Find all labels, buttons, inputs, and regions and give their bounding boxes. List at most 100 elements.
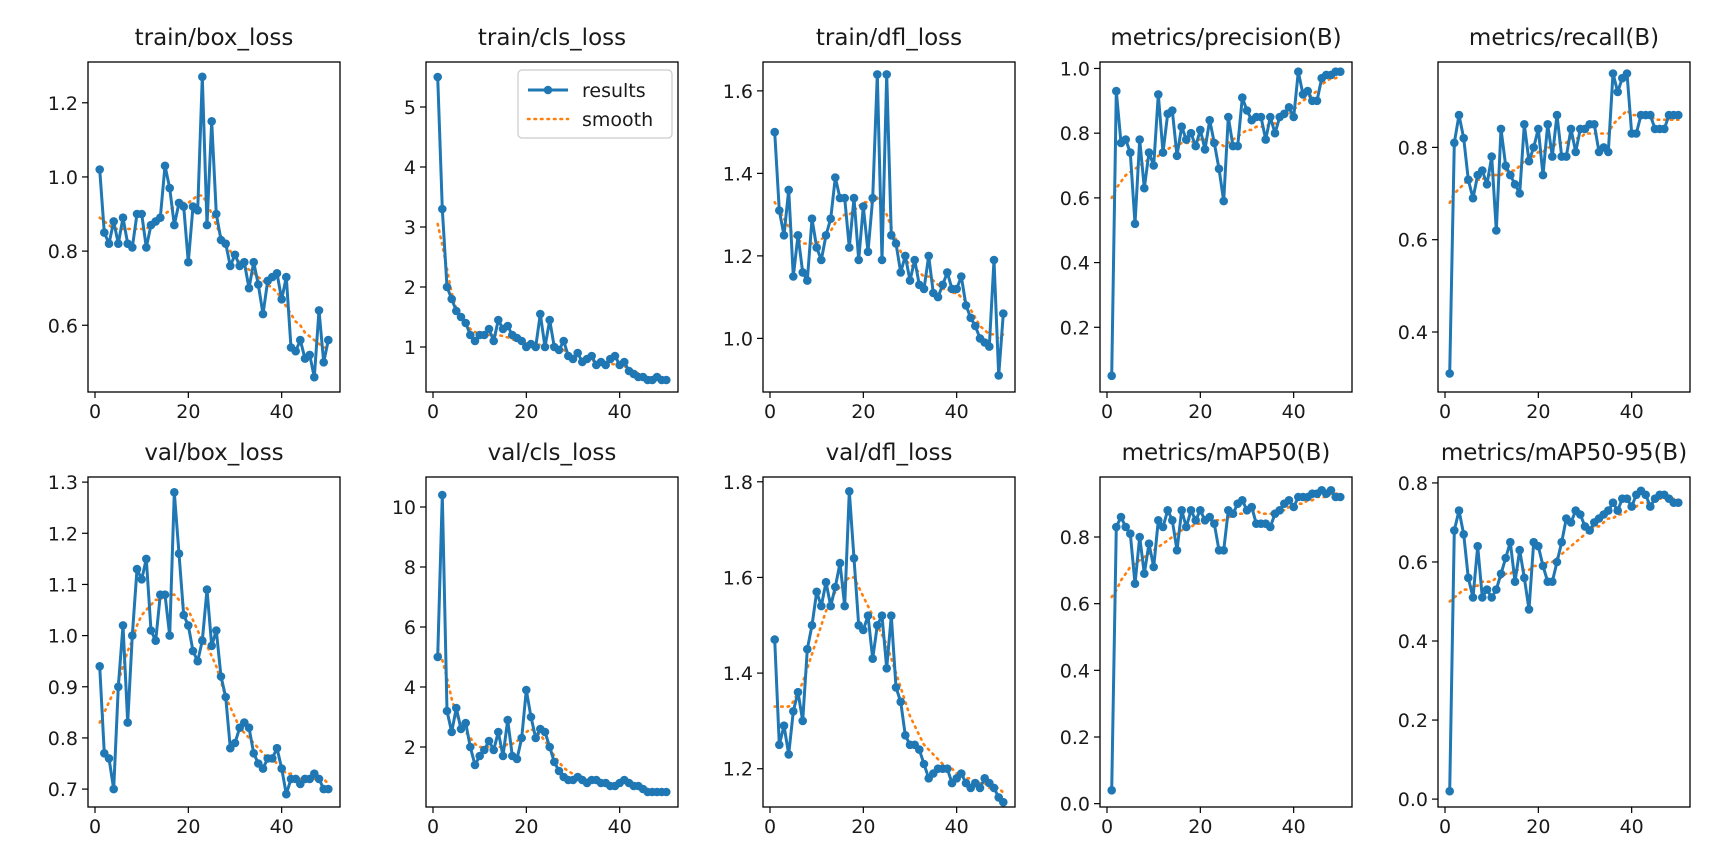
results-point (1501, 553, 1510, 563)
results-point (905, 276, 915, 285)
results-point (1186, 506, 1196, 515)
subplot-title: metrics/precision(B) (1110, 25, 1341, 51)
results-point (779, 231, 789, 240)
results-point (1219, 546, 1228, 555)
results-series-line (1110, 488, 1341, 791)
y-tick-label: 0.2 (1060, 727, 1090, 749)
subplot-title: metrics/mAP50(B) (1122, 440, 1331, 466)
results-point (132, 564, 142, 574)
results-point (1210, 519, 1219, 528)
results-point (1177, 506, 1186, 515)
results-point (1627, 502, 1636, 511)
y-tick-label: 0.6 (48, 315, 78, 337)
x-tick-label: 20 (514, 401, 538, 423)
results-point (620, 357, 629, 367)
results-point (193, 656, 202, 666)
results-point (128, 243, 137, 252)
results-point (1256, 112, 1266, 122)
y-tick-label: 0.6 (1060, 188, 1090, 210)
results-point (826, 601, 835, 611)
results-point (118, 621, 128, 630)
axes-frame (1437, 61, 1691, 393)
results-point (1445, 369, 1454, 378)
results-point (1464, 573, 1473, 583)
results-point (1566, 124, 1576, 134)
results-point (887, 231, 896, 240)
y-tick-label: 0.4 (1398, 631, 1428, 653)
results-point (253, 280, 263, 289)
legend-results-marker (543, 85, 553, 95)
results-point (240, 257, 249, 267)
results-point (938, 280, 947, 290)
results-point (952, 284, 961, 294)
results-point (1140, 569, 1149, 578)
results-point (456, 312, 466, 322)
y-tick-label: 4 (404, 677, 416, 699)
results-point (137, 575, 146, 584)
y-tick-label: 1.1 (48, 574, 78, 596)
results-point (1168, 106, 1177, 115)
results-point (840, 601, 849, 611)
results-point (170, 488, 179, 497)
results-point (1608, 69, 1618, 78)
results-point (314, 774, 324, 784)
results-point (202, 220, 212, 230)
x-tick-label: 40 (945, 816, 969, 838)
results-point (461, 318, 471, 328)
results-point (207, 641, 216, 651)
results-point (1135, 532, 1144, 542)
results-point (1492, 585, 1501, 594)
x-tick-label: 0 (1101, 401, 1113, 423)
results-point (452, 703, 461, 713)
results-point (919, 284, 929, 294)
results-point (1450, 526, 1459, 535)
subplot-9: metrics/mAP50(B) 0 20 40 0.0 0.2 0.4 0.6 0.8 (1060, 440, 1353, 838)
results-point (160, 590, 170, 599)
results-point (845, 487, 854, 496)
results-point (999, 309, 1008, 318)
results-point (1280, 109, 1289, 119)
results-point (849, 554, 859, 563)
results-point (1604, 506, 1613, 515)
results-point (891, 683, 901, 692)
results-point (202, 585, 212, 594)
y-tick-label: 0.0 (1398, 789, 1428, 811)
smooth-series-line (98, 194, 330, 349)
subplot-title: metrics/recall(B) (1469, 25, 1659, 51)
results-point (1205, 115, 1214, 125)
y-tick-label: 2 (404, 277, 416, 299)
results-point (137, 209, 146, 219)
results-point (1210, 138, 1219, 148)
results-point (249, 749, 258, 758)
results-point (540, 727, 550, 737)
results-point (489, 336, 499, 346)
results-point (826, 214, 835, 223)
results-point (433, 652, 443, 662)
results-point (1496, 124, 1506, 134)
results-point (291, 346, 301, 356)
subplot-4: metrics/precision(B) 0 20 40 0.2 0.4 0.6 0.8 1.0 (1060, 25, 1353, 423)
results-point (550, 757, 559, 767)
results-point (1200, 145, 1210, 154)
subplot-1: train/box_loss 0 20 40 0.6 0.8 1.0 1.2 (48, 25, 341, 423)
results-point (1149, 562, 1158, 572)
results-point (1622, 494, 1632, 504)
y-tick-label: 0.8 (1398, 137, 1428, 159)
results-point (1294, 67, 1303, 76)
y-tick-label: 2 (404, 737, 416, 759)
results-point (95, 165, 104, 174)
results-point (480, 330, 489, 340)
y-tick-label: 5 (404, 97, 416, 119)
x-tick-label: 40 (270, 816, 294, 838)
results-point (1168, 516, 1177, 525)
results-point (1233, 141, 1242, 151)
results-point (961, 301, 971, 310)
y-tick-label: 1.0 (48, 167, 78, 189)
y-tick-label: 0.0 (1060, 794, 1090, 816)
results-point (662, 375, 671, 385)
results-point (146, 626, 156, 635)
results-point (966, 313, 975, 323)
results-point (999, 797, 1008, 807)
results-point (882, 70, 891, 79)
results-point (924, 251, 933, 261)
